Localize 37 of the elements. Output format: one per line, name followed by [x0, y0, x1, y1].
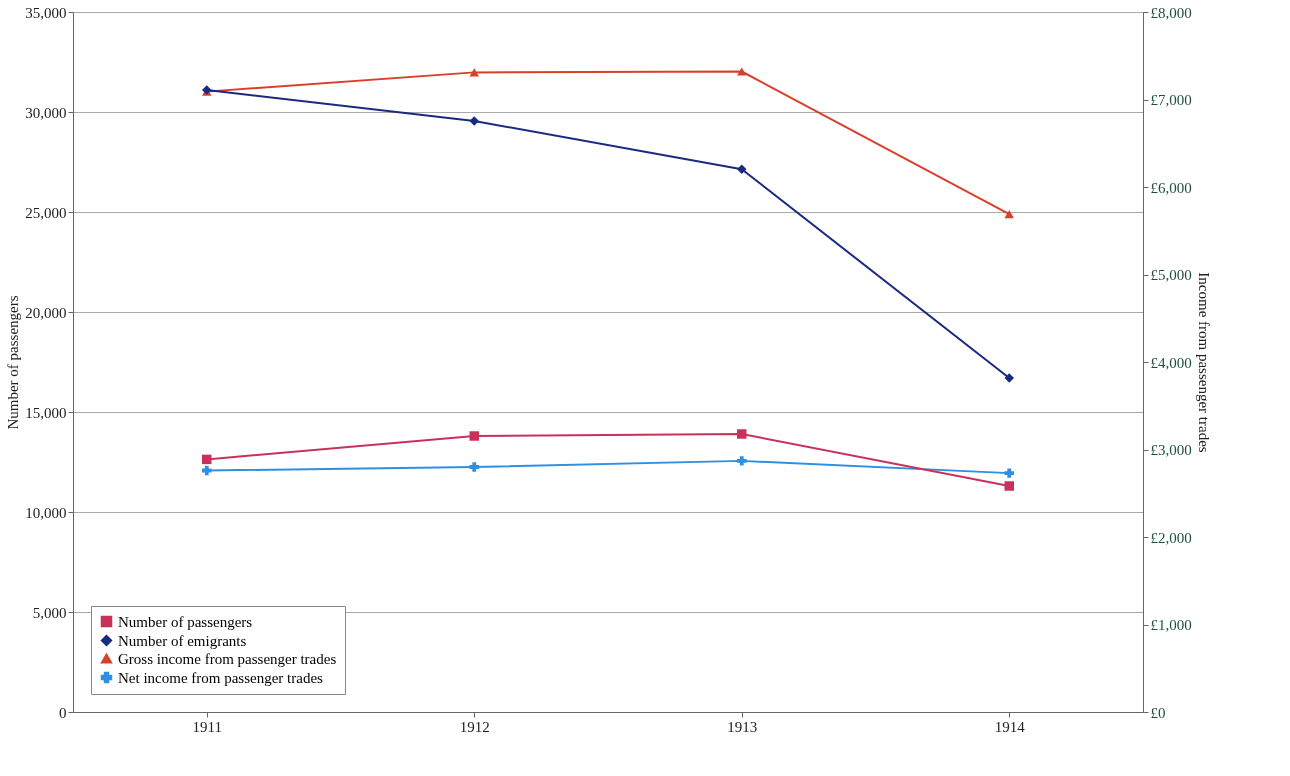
x-tick-label: 1914: [994, 718, 1026, 735]
y-tick-label: 35,000: [25, 4, 67, 21]
y-tick-label: 0: [59, 704, 67, 721]
point: [1004, 468, 1014, 478]
y2-tick-label: £8,000: [1150, 4, 1192, 21]
y-tick-label: 25,000: [25, 204, 67, 221]
y2-tick-label: £7,000: [1150, 92, 1192, 108]
y2-tick-label: £6,000: [1150, 179, 1192, 196]
point: [737, 164, 747, 174]
y-tick-label: 5,000: [32, 604, 67, 621]
x-tick-label: 1911: [192, 718, 222, 735]
point: [737, 456, 747, 466]
legend-label: Number of emigrants: [118, 632, 247, 649]
legend-label: Net income from passenger trades: [118, 669, 324, 686]
y2-tick-label: £2,000: [1150, 529, 1192, 546]
legend-label: Gross income from passenger trades: [118, 650, 337, 667]
x-tick-label: 1913: [727, 718, 758, 735]
point: [469, 462, 479, 472]
y2-tick-label: £0: [1150, 704, 1166, 721]
y2-tick-label: £1,000: [1150, 617, 1192, 633]
point: [469, 431, 479, 441]
point: [1004, 481, 1014, 491]
y-axis-title: Number of passengers: [5, 295, 22, 430]
y2-tick-label: £5,000: [1150, 267, 1192, 283]
legend-label: Number of passengers: [118, 613, 253, 630]
y-tick-label: 30,000: [25, 104, 67, 121]
y2-axis-title: Income from passenger trades: [1195, 272, 1212, 453]
point: [202, 454, 212, 465]
y-tick-label: 15,000: [25, 404, 67, 421]
y2-tick-label: £3,000: [1150, 442, 1192, 458]
point: [737, 67, 747, 76]
y-tick-label: 10,000: [25, 504, 67, 521]
point: [1004, 210, 1014, 219]
y-tick-label: 20,000: [25, 304, 67, 321]
y2-tick-label: £4,000: [1150, 354, 1192, 371]
x-tick-label: 1912: [459, 718, 490, 735]
point: [737, 429, 747, 439]
